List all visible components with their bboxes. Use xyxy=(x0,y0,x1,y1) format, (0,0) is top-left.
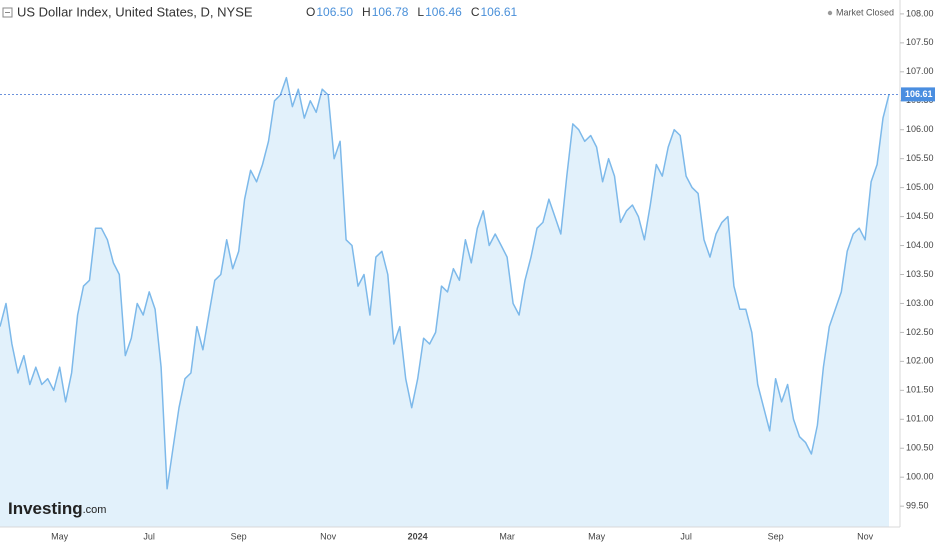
last-price-label: 106.61 xyxy=(905,89,933,99)
y-tick-label: 104.00 xyxy=(906,240,934,250)
y-tick-label: 106.00 xyxy=(906,124,934,134)
last-price-tag xyxy=(901,87,935,102)
x-tick-label: 2024 xyxy=(408,531,428,541)
logo-suffix: .com xyxy=(83,504,107,516)
y-tick-label: 100.00 xyxy=(906,472,934,482)
ohlc-value: 106.61 xyxy=(480,5,517,19)
market-status: Market Closed xyxy=(836,7,894,17)
y-tick-label: 99.50 xyxy=(906,501,929,511)
ohlc-readout: O 106.50 H 106.78 L 106.46 C 106.61 xyxy=(306,5,518,19)
price-line xyxy=(0,76,890,490)
status-dot xyxy=(827,10,833,16)
y-tick-label: 102.00 xyxy=(906,356,934,366)
ohlc-label: H xyxy=(362,5,371,19)
x-tick-label: Jul xyxy=(680,531,692,541)
y-tick-label: 100.50 xyxy=(906,443,934,453)
x-tick-label: Nov xyxy=(857,531,874,541)
x-tick-label: Mar xyxy=(499,531,515,541)
y-tick-label: 101.50 xyxy=(906,385,934,395)
y-tick-label: 103.00 xyxy=(906,298,934,308)
x-tick-label: Sep xyxy=(768,531,784,541)
logo-main: Investing xyxy=(8,499,83,518)
y-tick-label: 103.50 xyxy=(906,269,934,279)
y-tick-label: 107.50 xyxy=(906,37,934,47)
logo: Investing.com xyxy=(8,499,106,518)
x-tick-label: Jul xyxy=(143,531,155,541)
plot-area xyxy=(0,76,890,527)
collapse-icon[interactable] xyxy=(2,7,13,18)
y-tick-label: 102.50 xyxy=(906,327,934,337)
y-tick-label: 107.00 xyxy=(906,66,934,76)
ohlc-value: 106.78 xyxy=(372,5,409,19)
x-tick-label: Nov xyxy=(320,531,337,541)
y-tick-label: 105.50 xyxy=(906,153,934,163)
x-tick-label: May xyxy=(51,531,69,541)
ohlc-label: L xyxy=(417,5,424,19)
ohlc-label: C xyxy=(471,5,480,19)
ohlc-value: 106.50 xyxy=(316,5,353,19)
area-fill xyxy=(0,77,889,527)
ohlc-label: O xyxy=(306,5,315,19)
x-tick-label: May xyxy=(588,531,606,541)
ohlc-value: 106.46 xyxy=(425,5,462,19)
chart-title: US Dollar Index, United States, D, NYSE xyxy=(17,4,253,19)
y-tick-label: 104.50 xyxy=(906,211,934,221)
x-tick-label: Sep xyxy=(231,531,247,541)
y-tick-label: 108.00 xyxy=(906,8,934,18)
y-tick-label: 101.00 xyxy=(906,414,934,424)
y-tick-label: 105.00 xyxy=(906,182,934,192)
